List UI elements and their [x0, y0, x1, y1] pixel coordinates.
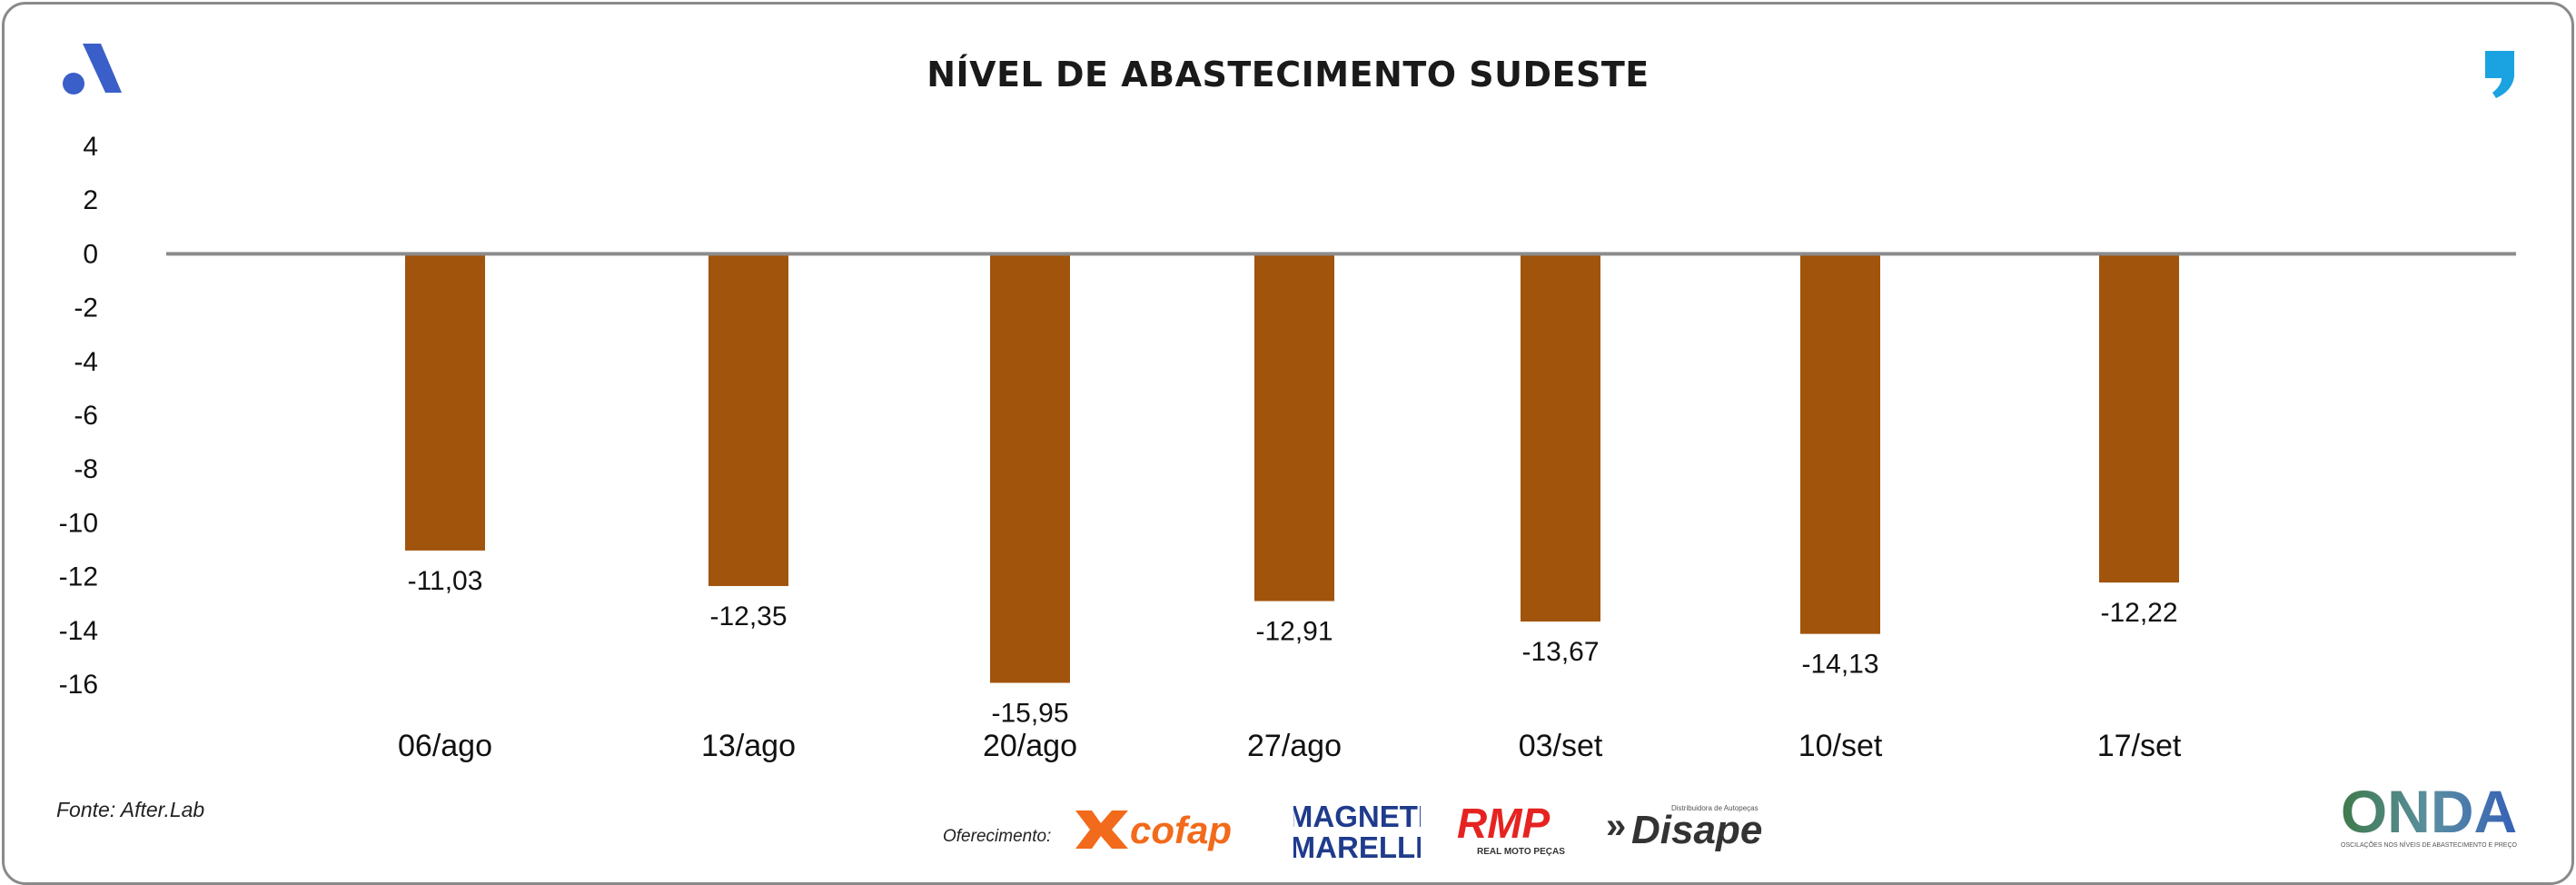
y-tick-label: -16 [59, 670, 98, 700]
source-note: Fonte: After.Lab [56, 798, 205, 821]
data-label: -13,67 [1521, 637, 1599, 667]
x-tick-label: 06/ago [398, 729, 492, 763]
data-label: -12,91 [1255, 617, 1333, 647]
y-tick-label: -8 [74, 454, 98, 484]
onda-subtext: OSCILAÇÕES NOS NÍVEIS DE ABASTECIMENTO E… [2341, 840, 2518, 849]
data-label: -11,03 [408, 566, 483, 596]
data-label: -15,95 [991, 699, 1068, 729]
y-tick-label: -10 [59, 508, 98, 538]
data-label: -12,35 [709, 602, 787, 631]
y-tick-label: 4 [83, 132, 98, 162]
magneti-text: MAGNETI [1293, 800, 1421, 833]
disape-text: Disape [1631, 808, 1762, 852]
y-tick-label: -2 [74, 293, 98, 323]
quote-mark-icon [2485, 51, 2514, 98]
x-tick-label: 10/set [1798, 729, 1883, 763]
bar [405, 254, 485, 551]
sponsor-label: Oferecimento: [943, 827, 1052, 846]
rmp-logo: RMP REAL MOTO PEÇAS [1457, 801, 1565, 857]
x-tick-label: 13/ago [701, 729, 796, 763]
y-tick-label: -14 [59, 616, 98, 646]
onda-text: ONDA [2341, 780, 2517, 845]
chart-title: NÍVEL DE ABASTECIMENTO SUDESTE [926, 55, 1650, 94]
y-tick-label: 2 [83, 185, 98, 215]
magneti-marelli-logo: MAGNETI MARELLI [1293, 800, 1421, 863]
disape-prefix: » [1606, 806, 1626, 846]
y-tick-label: -6 [74, 401, 98, 431]
bar [708, 254, 788, 586]
data-label: -14,13 [1801, 650, 1878, 680]
cofap-text: cofap [1130, 809, 1232, 851]
x-tick-label: 03/set [1519, 729, 1603, 763]
disape-subtext: Distribuidora de Autopeças [1671, 804, 1759, 812]
rmp-text: RMP [1457, 801, 1551, 847]
bar [2099, 254, 2179, 583]
x-tick-label: 17/set [2097, 729, 2182, 763]
cofap-logo: cofap [1075, 809, 1232, 851]
x-tick-label: 27/ago [1247, 729, 1342, 763]
x-tick-label: 20/ago [983, 729, 1077, 763]
y-tick-label: -12 [59, 562, 98, 592]
bar [990, 254, 1070, 683]
bar [1254, 254, 1334, 602]
y-tick-label: -4 [74, 347, 98, 377]
brand-a-logo [63, 44, 122, 94]
bar [1521, 254, 1600, 622]
disape-logo: » Disape Distribuidora de Autopeças [1606, 804, 1762, 852]
marelli-text: MARELLI [1293, 830, 1421, 863]
bar [1800, 254, 1880, 634]
data-label: -12,22 [2100, 598, 2177, 628]
y-tick-label: 0 [83, 239, 98, 269]
onda-logo: ONDA OSCILAÇÕES NOS NÍVEIS DE ABASTECIME… [2341, 780, 2518, 849]
rmp-subtext: REAL MOTO PEÇAS [1477, 847, 1565, 857]
